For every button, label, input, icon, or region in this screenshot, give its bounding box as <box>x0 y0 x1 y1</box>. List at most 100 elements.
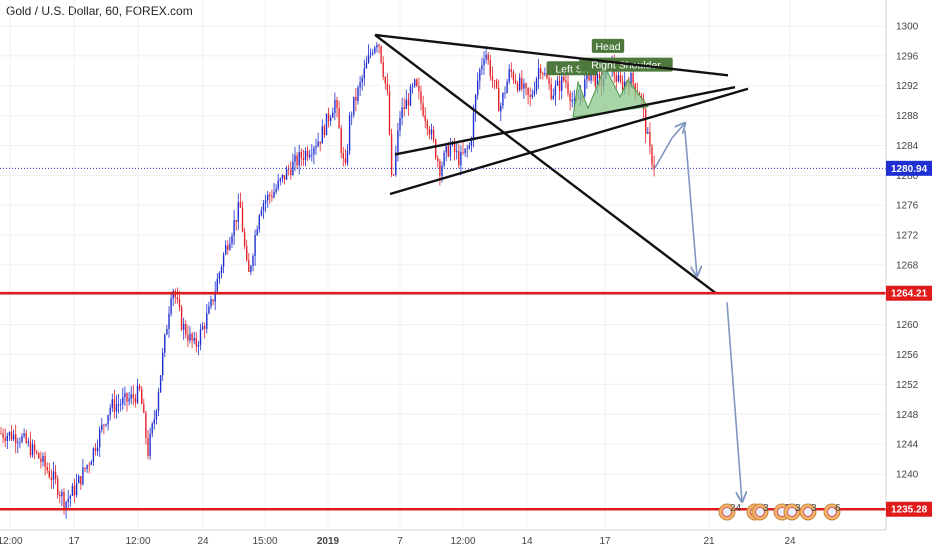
candle-body <box>357 87 359 102</box>
candle-body <box>210 299 212 307</box>
candle-body <box>489 60 491 77</box>
candle-body <box>189 333 191 341</box>
candle-body <box>571 100 573 102</box>
candle-body <box>311 154 313 156</box>
candle-body <box>65 501 67 509</box>
event-badge-inner <box>827 507 837 517</box>
candle-body <box>372 52 374 54</box>
candle-body <box>445 146 447 153</box>
event-badge[interactable]: 3 <box>751 503 769 521</box>
candle-body <box>554 85 557 96</box>
projection-arrow <box>654 137 673 169</box>
candle-body <box>615 75 617 82</box>
event-badge-count: 6 <box>835 503 841 514</box>
candle-body <box>84 467 86 470</box>
candle-body <box>414 79 416 86</box>
candle-body <box>621 81 624 90</box>
candle-body <box>69 495 71 499</box>
candle-body <box>632 73 634 84</box>
candle-body <box>2 433 4 438</box>
trendline <box>374 34 717 295</box>
candle-body <box>99 429 101 448</box>
candle-body <box>33 444 36 452</box>
candle-body <box>78 476 80 484</box>
candle-body <box>649 131 651 147</box>
candle-body <box>191 333 193 341</box>
x-tick-label: 12:00 <box>450 536 475 547</box>
candle-body <box>46 466 48 471</box>
candle-body <box>458 151 460 166</box>
candle-body <box>101 424 103 430</box>
y-tick-label: 1268 <box>896 260 919 271</box>
candle-body <box>264 200 267 204</box>
x-tick-label: 21 <box>703 536 715 547</box>
candle-body <box>21 436 23 442</box>
x-tick-label: 15:00 <box>252 536 277 547</box>
candle-body <box>495 80 498 88</box>
candle-body <box>540 68 542 74</box>
candle-body <box>180 307 183 330</box>
candle-body <box>201 326 204 330</box>
candle-body <box>493 80 496 82</box>
candle-body <box>8 432 11 436</box>
candle-body <box>653 164 655 170</box>
candle-body <box>208 306 210 314</box>
candle-body <box>262 203 265 211</box>
candle-body <box>92 448 95 462</box>
candle-body <box>12 434 15 440</box>
candle-body <box>525 83 527 88</box>
candle-body <box>233 220 235 236</box>
candle-body <box>185 323 187 335</box>
candle-body <box>409 86 412 106</box>
candle-body <box>134 397 137 403</box>
candle-body <box>300 152 302 159</box>
event-badge[interactable]: 3 <box>799 503 817 521</box>
candle-body <box>464 148 466 154</box>
candle-body <box>439 161 441 176</box>
candle-body <box>460 151 462 166</box>
candle-body <box>145 412 147 438</box>
candle-body <box>246 245 248 261</box>
candle-body <box>10 432 13 440</box>
candle-body <box>336 99 338 109</box>
candle-body <box>363 68 365 78</box>
candle-body <box>164 334 166 353</box>
event-badge[interactable]: 24 <box>718 503 742 521</box>
projection-arrow <box>671 123 685 139</box>
y-tick-label: 1260 <box>896 320 919 331</box>
event-badge[interactable]: 3 <box>783 503 801 521</box>
candle-body <box>487 54 489 61</box>
candle-body <box>510 69 512 73</box>
candle-body <box>491 76 494 81</box>
y-tick-label: 1296 <box>896 51 919 62</box>
event-badge-count: 24 <box>730 503 742 514</box>
candle-body <box>187 334 189 341</box>
candle-body <box>569 93 571 102</box>
y-tick-label: 1284 <box>896 141 919 152</box>
candle-body <box>52 471 55 480</box>
candle-body <box>214 291 216 302</box>
candle-body <box>338 108 340 129</box>
candle-body <box>552 95 554 99</box>
event-badge[interactable]: 6 <box>823 503 841 521</box>
candle-body <box>531 94 533 97</box>
candle-body <box>271 196 273 198</box>
candle-body <box>529 94 531 97</box>
candle-body <box>535 78 538 91</box>
event-badge-inner <box>803 507 813 517</box>
candle-body <box>48 470 50 478</box>
candle-body <box>157 392 160 411</box>
candle-body <box>172 291 174 299</box>
candle-body <box>136 385 139 403</box>
candle-body <box>418 85 420 92</box>
candle-body <box>80 476 82 485</box>
candle-body <box>397 130 399 153</box>
candle-body <box>319 141 321 144</box>
x-tick-label: 12:00 <box>0 536 23 547</box>
candle-body <box>466 148 468 150</box>
y-tick-label: 1276 <box>896 201 919 212</box>
candle-body <box>36 451 38 453</box>
candle-body <box>90 461 92 466</box>
candle-body <box>537 68 540 79</box>
